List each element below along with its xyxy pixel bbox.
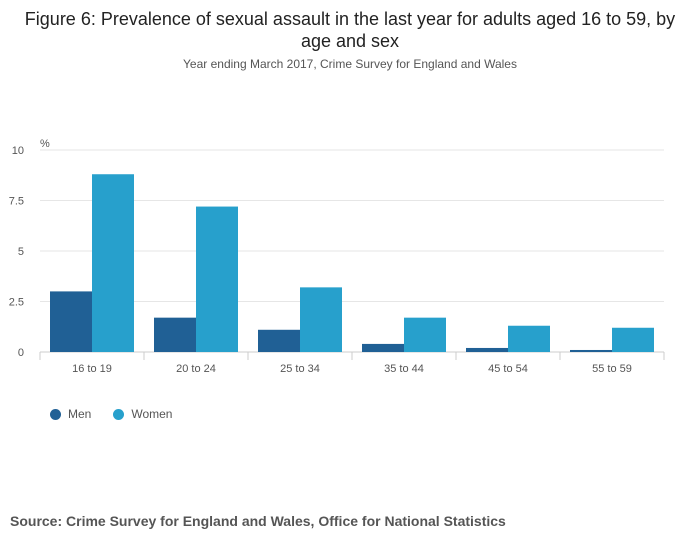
bar-women <box>196 206 238 352</box>
bar-men <box>466 347 508 352</box>
bar-men <box>258 329 300 352</box>
bar-women <box>508 325 550 352</box>
bar-women <box>92 174 134 352</box>
bar-men <box>154 317 196 352</box>
y-tick-label: 7.5 <box>9 196 24 208</box>
y-axis-label: % <box>40 138 50 150</box>
bar-women <box>300 287 342 352</box>
legend-swatch-women <box>113 408 125 420</box>
chart-title: Figure 6: Prevalence of sexual assault i… <box>24 9 676 51</box>
x-tick-label: 20 to 24 <box>176 363 216 375</box>
source-note: Source: Crime Survey for England and Wal… <box>10 513 506 529</box>
bar-chart: 0 2.5 5 7.5 10% 16 to 19 20 to 24 25 to 34 35 to… <box>9 138 665 375</box>
legend: Men Women <box>50 407 172 421</box>
x-tick-label: 45 to 54 <box>488 363 528 375</box>
x-tick-label: 16 to 19 <box>72 363 112 375</box>
legend-item-women[interactable]: Women <box>113 407 172 421</box>
y-tick-label: 10 <box>12 145 24 157</box>
bar-women <box>404 317 446 352</box>
x-tick-label: 35 to 44 <box>384 363 424 375</box>
legend-label-women: Women <box>131 407 173 421</box>
y-tick-label: 0 <box>18 347 24 359</box>
y-tick-label: 5 <box>18 246 24 258</box>
x-tick-label: 25 to 34 <box>280 363 320 375</box>
bar-men <box>50 291 92 352</box>
bar-women <box>612 327 654 352</box>
bar-men <box>362 343 404 352</box>
bar-men <box>570 349 612 352</box>
legend-label-men: Men <box>68 407 92 421</box>
chart-subtitle: Year ending March 2017, Crime Survey for… <box>183 57 517 71</box>
y-tick-label: 2.5 <box>9 297 24 309</box>
legend-item-men[interactable]: Men <box>50 407 91 421</box>
legend-swatch-men <box>50 408 61 420</box>
x-tick-label: 55 to 59 <box>592 363 632 375</box>
